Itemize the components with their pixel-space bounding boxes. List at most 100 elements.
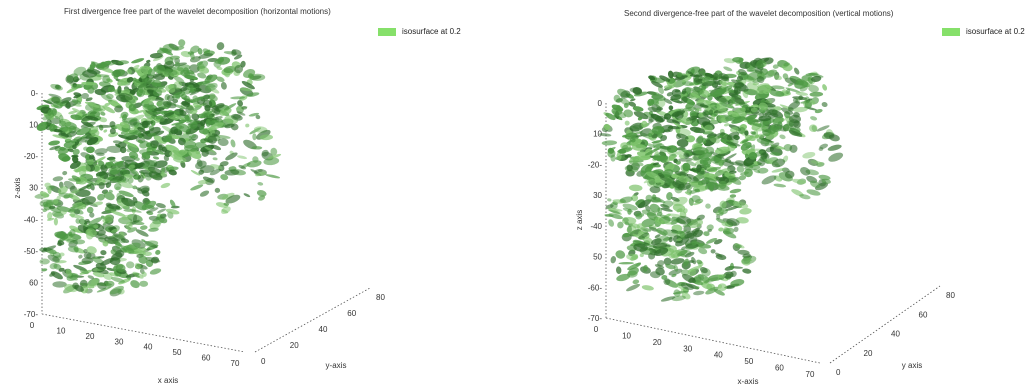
- isosurface-patch: [721, 221, 729, 227]
- isosurface-patch: [646, 178, 657, 187]
- chart-panel-horizontal: First divergence free part of the wavele…: [0, 0, 512, 390]
- isosurface-patch: [199, 126, 205, 131]
- isosurface-patch: [731, 95, 745, 105]
- isosurface-patch: [637, 116, 643, 121]
- isosurface-patch: [155, 115, 164, 120]
- isosurface-patch: [197, 72, 207, 79]
- isosurface-patch: [726, 102, 734, 109]
- isosurface-patch: [660, 296, 676, 302]
- isosurface-patch: [742, 253, 751, 259]
- isosurface-patch: [69, 160, 81, 170]
- isosurface-patch: [115, 249, 125, 258]
- isosurface-patch: [629, 122, 644, 132]
- plot-area: 0 10 -20- 30 -40 50 -60- -70- 0 10 20 30 40 50 60 70 0 20…: [575, 57, 955, 386]
- isosurface-patch: [673, 289, 681, 297]
- isosurface-patch: [671, 196, 680, 202]
- isosurface-patch: [165, 85, 176, 93]
- isosurface-patch: [708, 183, 715, 192]
- z-tick-label: -20-: [24, 152, 39, 161]
- isosurface-patch: [722, 160, 734, 167]
- isosurface-patch: [683, 258, 689, 267]
- isosurface-patch: [671, 230, 686, 234]
- isosurface-patch: [189, 109, 198, 115]
- isosurface-patch: [96, 286, 112, 293]
- isosurface-patch: [46, 217, 55, 221]
- isosurface-patch: [49, 145, 61, 151]
- isosurface-patch: [758, 102, 768, 111]
- isosurface-patch: [646, 211, 659, 221]
- isosurface-patch: [158, 144, 163, 151]
- isosurface-patch: [145, 257, 161, 263]
- isosurface-patch: [648, 75, 656, 81]
- isosurface-patch: [681, 269, 690, 276]
- isosurface-patch: [703, 231, 710, 237]
- isosurface-patch: [713, 239, 723, 245]
- isosurface-patch: [622, 203, 638, 211]
- isosurface-patch: [129, 87, 140, 95]
- isosurface-patch: [660, 207, 673, 212]
- isosurface-patch: [671, 110, 686, 117]
- isosurface-patch: [622, 232, 631, 238]
- z-tick-label: -70-: [24, 310, 39, 319]
- isosurface-patch: [725, 285, 735, 290]
- isosurface-patch: [641, 285, 654, 291]
- x-tick-label: 70: [231, 359, 240, 368]
- isosurface-patch: [188, 149, 202, 160]
- x-axis-label: x axis: [158, 376, 178, 385]
- isosurface-patch: [687, 265, 702, 273]
- isosurface-patch: [785, 87, 801, 93]
- isosurface-patch: [166, 94, 175, 102]
- isosurface-patch: [189, 134, 197, 139]
- y-tick-label: 0: [261, 357, 266, 366]
- isosurface-patch: [694, 198, 704, 204]
- isosurface-patch: [666, 155, 678, 162]
- isosurface-patch: [765, 85, 773, 90]
- legend-label: isosurface at 0.2: [966, 27, 1025, 36]
- isosurface-patch: [800, 167, 811, 176]
- isosurface-patch: [638, 232, 649, 240]
- isosurface-patch: [171, 91, 186, 99]
- isosurface-patch: [678, 154, 686, 159]
- isosurface-patch: [641, 120, 648, 128]
- isosurface-patch: [217, 56, 225, 63]
- isosurface-patch: [648, 248, 657, 254]
- isosurface-patch: [158, 85, 166, 90]
- isosurface-patch: [57, 240, 65, 246]
- isosurface-patch: [624, 154, 632, 158]
- isosurface-patch: [148, 171, 163, 181]
- isosurface-patch: [646, 171, 661, 180]
- isosurface-patch: [697, 98, 705, 104]
- isosurface-patch: [230, 123, 239, 131]
- isosurface-patch: [810, 160, 823, 165]
- isosurface-patch: [86, 206, 94, 214]
- isosurface-patch: [267, 153, 282, 160]
- isosurface-patch: [153, 64, 166, 74]
- isosurface-patch: [722, 230, 737, 239]
- isosurface-patch: [142, 160, 158, 169]
- isosurface-patch: [822, 84, 828, 91]
- isosurface-patch: [750, 107, 758, 113]
- isosurface-patch: [648, 252, 656, 260]
- chart-title: First divergence free part of the wavele…: [64, 7, 331, 16]
- isosurface-patch: [123, 209, 136, 212]
- isosurface-patch: [46, 119, 52, 127]
- isosurface-patch: [83, 220, 91, 225]
- isosurface-patch: [150, 140, 159, 149]
- isosurface-patch: [608, 213, 624, 220]
- isosurface-patch: [202, 94, 210, 100]
- y-axis-line: [254, 287, 371, 353]
- x-tick-label: 10: [622, 331, 631, 340]
- isosurface-patch: [617, 221, 624, 229]
- legend-swatch: [378, 27, 396, 36]
- isosurface-patch: [689, 126, 706, 134]
- isosurface-patch: [717, 274, 726, 279]
- isosurface-patch: [756, 59, 766, 69]
- isosurface-patch: [209, 168, 221, 176]
- isosurface-patch: [676, 208, 683, 213]
- isosurface-patch: [189, 78, 195, 82]
- x-axis-line: [41, 313, 246, 353]
- isosurface-patch: [681, 88, 687, 95]
- isosurface-patch: [727, 87, 735, 94]
- isosurface-patch: [233, 54, 243, 60]
- isosurface-patch: [132, 185, 137, 190]
